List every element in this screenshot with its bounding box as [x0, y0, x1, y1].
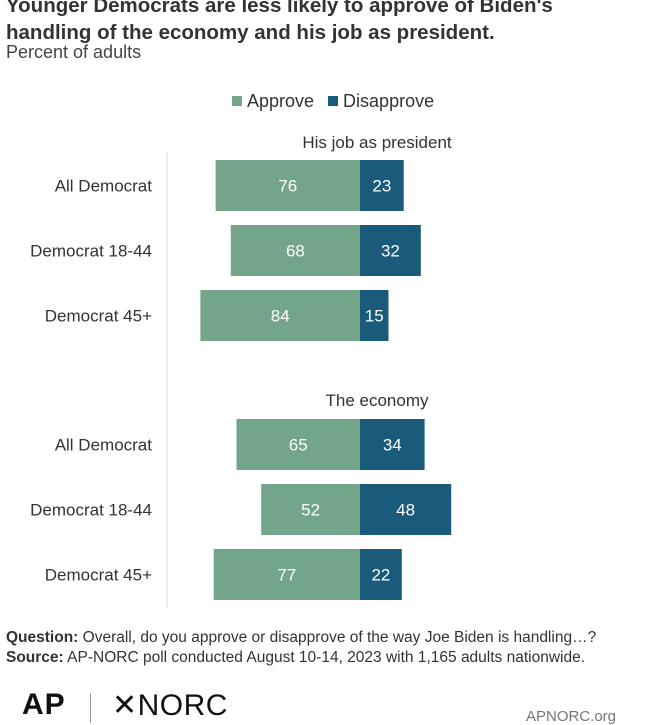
- category-label: All Democrat: [55, 177, 153, 196]
- panel-title: His job as president: [302, 133, 452, 152]
- bar-approve: [261, 484, 360, 535]
- data-label-approve: 52: [301, 501, 320, 520]
- source-label: Source:: [6, 649, 64, 666]
- data-label-disapprove: 48: [396, 501, 415, 520]
- data-label-disapprove: 22: [371, 566, 390, 585]
- legend-label-approve: Approve: [247, 90, 315, 111]
- bar-disapprove: [360, 484, 452, 535]
- norc-logo-text: NORC: [137, 689, 228, 722]
- norc-star-icon: ✕: [112, 689, 138, 722]
- question-line: Question: Overall, do you approve or dis…: [6, 628, 642, 648]
- site-link[interactable]: APNORC.org: [526, 708, 617, 725]
- legend-label-disapprove: Disapprove: [343, 90, 435, 111]
- bar-approve: [236, 419, 360, 470]
- source-line: Source: AP-NORC poll conducted August 10…: [6, 648, 642, 668]
- category-label: Democrat 18-44: [30, 501, 152, 520]
- question-text: Overall, do you approve or disapprove of…: [82, 629, 597, 646]
- legend: Approve Disapprove: [232, 90, 448, 112]
- logo-separator: [90, 693, 91, 723]
- data-label-approve: 77: [277, 566, 296, 585]
- panel-title: The economy: [326, 391, 429, 410]
- diverging-bar-chart: His job as president All Democrat 76 23 Demo…: [30, 133, 452, 608]
- bar-approve: [230, 225, 360, 276]
- data-label-disapprove: 34: [383, 436, 402, 455]
- legend-swatch-approve: [232, 96, 242, 106]
- bar-disapprove: [360, 419, 425, 470]
- ap-logo: AP: [22, 688, 66, 721]
- chart-title: Younger Democrats are less likely to app…: [6, 0, 553, 44]
- category-label: Democrat 45+: [45, 566, 152, 585]
- category-label: Democrat 45+: [45, 307, 152, 326]
- bar-disapprove: [360, 549, 402, 600]
- data-label-disapprove: 23: [372, 177, 391, 196]
- data-label-approve: 68: [286, 242, 305, 261]
- data-label-disapprove: 32: [381, 242, 400, 261]
- legend-item-approve: Approve: [232, 91, 314, 112]
- question-label: Question:: [6, 629, 79, 646]
- source-text: AP-NORC poll conducted August 10-14, 202…: [67, 649, 586, 666]
- chart-subtitle: Percent of adults: [6, 42, 142, 62]
- data-label-approve: 76: [278, 177, 297, 196]
- bar-disapprove: [360, 160, 404, 211]
- norc-logo: ✕NORC: [112, 688, 228, 723]
- category-label: Democrat 18-44: [30, 242, 152, 261]
- footer: Question: Overall, do you approve or dis…: [6, 628, 642, 668]
- bar-approve: [200, 290, 360, 341]
- bar-disapprove: [360, 225, 421, 276]
- legend-item-disapprove: Disapprove: [328, 91, 434, 112]
- data-label-approve: 84: [271, 307, 290, 326]
- bar-disapprove: [360, 290, 389, 341]
- data-label-approve: 65: [289, 436, 308, 455]
- category-label: All Democrat: [55, 436, 153, 455]
- bar-approve: [215, 160, 360, 211]
- bar-approve: [213, 549, 360, 600]
- legend-swatch-disapprove: [328, 96, 339, 106]
- data-label-disapprove: 15: [365, 307, 384, 326]
